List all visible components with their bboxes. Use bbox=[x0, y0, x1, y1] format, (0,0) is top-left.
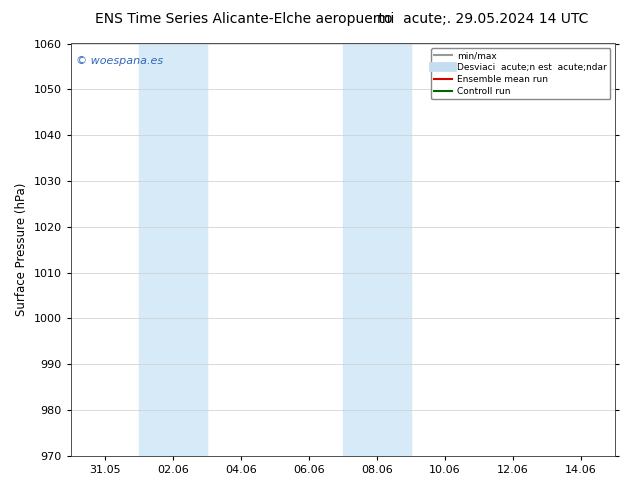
Text: © woespana.es: © woespana.es bbox=[76, 56, 164, 66]
Legend: min/max, Desviaci  acute;n est  acute;ndar, Ensemble mean run, Controll run: min/max, Desviaci acute;n est acute;ndar… bbox=[430, 48, 611, 99]
Bar bbox=[139, 44, 207, 456]
Y-axis label: Surface Pressure (hPa): Surface Pressure (hPa) bbox=[15, 183, 28, 317]
Text: ENS Time Series Alicante-Elche aeropuerto: ENS Time Series Alicante-Elche aeropuert… bbox=[95, 12, 392, 26]
Text: mi  acute;. 29.05.2024 14 UTC: mi acute;. 29.05.2024 14 UTC bbox=[377, 12, 588, 26]
Bar bbox=[343, 44, 411, 456]
